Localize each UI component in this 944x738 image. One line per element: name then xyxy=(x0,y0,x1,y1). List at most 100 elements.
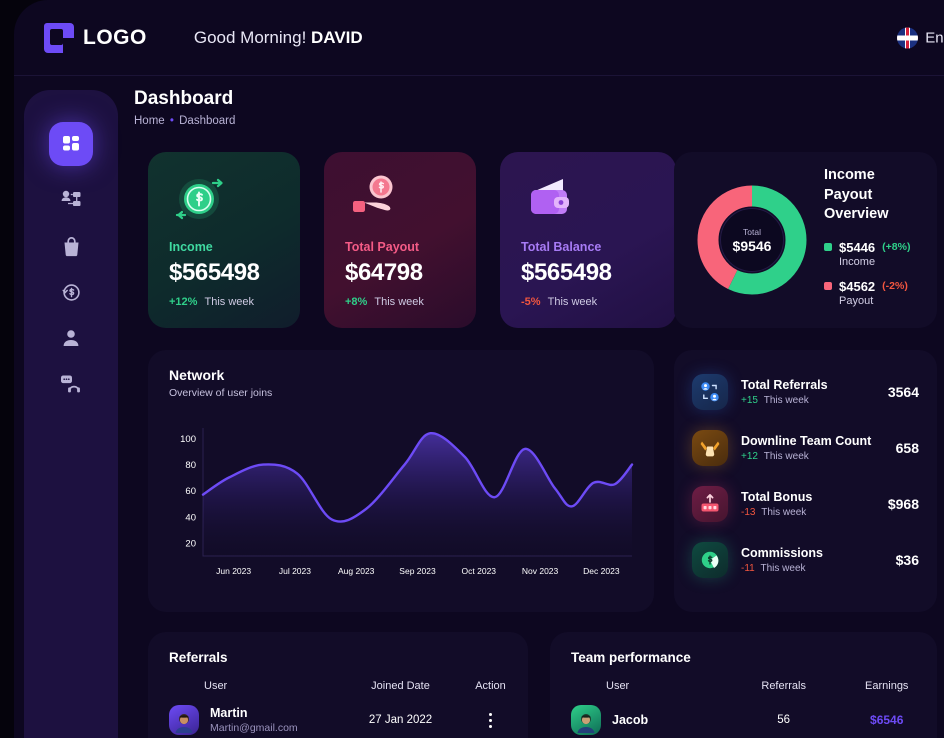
stat-card-value: $565498 xyxy=(521,259,612,286)
shopping-bag-icon xyxy=(61,236,82,257)
greeting: Good Morning! DAVID xyxy=(194,28,363,48)
stat-card-total-balance[interactable]: Total Balance $565498 -5% This week xyxy=(500,152,676,328)
stat-card-period: This week xyxy=(374,296,424,308)
column-header-earnings: Earnings xyxy=(865,680,909,692)
stat-name: Total Bonus xyxy=(741,490,813,504)
stat-card-period: This week xyxy=(547,296,598,308)
donut-total-label: Total xyxy=(743,226,761,237)
key-stats-panel: Total Referrals +15 This week 3564 Downl… xyxy=(674,350,937,612)
stat-delta-value: +12 xyxy=(741,451,758,462)
legend-item-income: $5446 (+8%) Income xyxy=(824,240,919,268)
user-icon xyxy=(61,328,81,348)
network-chart-panel: Network Overview of user joins 20 40 60 80 1… xyxy=(148,350,654,612)
stat-value: 658 xyxy=(895,440,919,456)
stat-card-delta: -5% This week xyxy=(521,296,676,308)
breadcrumb-separator: • xyxy=(169,115,174,127)
table-row[interactable]: Jacob 56 $6546 xyxy=(550,701,937,738)
donut-total-value: $9546 xyxy=(732,237,772,254)
stat-delta-value: +15 xyxy=(741,395,758,406)
breadcrumb-home[interactable]: Home xyxy=(134,115,165,127)
greeting-name: DAVID xyxy=(311,27,363,47)
legend-amount: $5446 xyxy=(839,239,876,255)
income-payout-donut: Total $9546 xyxy=(696,184,808,296)
logo-mark-icon xyxy=(44,22,74,53)
legend-pct: (+8%) xyxy=(882,241,911,254)
table-row[interactable]: Martin Martin@gmail.com 27 Jan 2022 xyxy=(148,701,528,738)
stat-card-value: $64798 xyxy=(345,259,423,286)
cell-referrals: 56 xyxy=(777,714,791,726)
stat-period: This week xyxy=(763,395,809,406)
app-frame: LOGO Good Morning! DAVID Eng xyxy=(14,0,944,738)
income-payout-panel: Total $9546 Income Payout Overview $5446… xyxy=(674,152,937,328)
bonus-card-icon xyxy=(692,486,728,522)
network-title: Network xyxy=(169,367,225,383)
stat-card-delta-pct: +12% xyxy=(169,296,198,308)
svg-text:20: 20 xyxy=(185,538,196,549)
breadcrumb-current: Dashboard xyxy=(179,115,236,127)
sidebar-item-support[interactable] xyxy=(49,362,93,406)
stat-row-downline-team-count[interactable]: Downline Team Count +12 This week 658 xyxy=(692,420,919,476)
page-header: Dashboard Home • Dashboard xyxy=(134,88,944,127)
stat-row-total-referrals[interactable]: Total Referrals +15 This week 3564 xyxy=(692,364,919,420)
donut-legend: $5446 (+8%) Income $4562 (-2%) Payout xyxy=(824,240,919,307)
table-header-row: User Joined Date Action xyxy=(148,665,528,701)
stat-delta-value: -13 xyxy=(741,507,756,518)
network-tree-icon xyxy=(60,189,82,211)
income-payout-details: Income Payout Overview $5446 (+8%) Incom… xyxy=(824,162,919,318)
stat-delta: -11 This week xyxy=(741,563,896,574)
greeting-prefix: Good Morning! xyxy=(193,27,307,47)
stat-card-income[interactable]: Income $565498 +12% This week xyxy=(148,152,300,328)
language-selector[interactable]: Eng xyxy=(897,27,944,48)
svg-text:Sep 2023: Sep 2023 xyxy=(399,566,436,576)
network-subtitle: Overview of user joins xyxy=(169,387,273,399)
legend-item-payout: $4562 (-2%) Payout xyxy=(824,279,919,307)
wallet-icon xyxy=(521,170,676,228)
sidebar-item-dashboard[interactable] xyxy=(49,122,93,166)
column-header-referrals: Referrals xyxy=(761,680,806,692)
stat-card-delta: +12% This week xyxy=(169,296,300,308)
legend-name: Income xyxy=(839,255,876,268)
svg-text:Jun 2023: Jun 2023 xyxy=(216,566,251,576)
sidebar-item-profile[interactable] xyxy=(49,316,93,360)
support-chat-icon xyxy=(60,373,82,395)
app-header: LOGO Good Morning! DAVID Eng xyxy=(14,0,944,76)
legend-color-swatch xyxy=(824,282,832,291)
svg-text:Nov 2023: Nov 2023 xyxy=(522,566,559,576)
network-line-chart: 20 40 60 80 100 Jun 2023 Jul 2023 Aug 2023 Sep 2… xyxy=(169,422,634,592)
column-header-user: User xyxy=(606,680,630,692)
stat-name: Total Referrals xyxy=(741,378,828,392)
avatar xyxy=(571,705,601,735)
logo-text: LOGO xyxy=(83,25,147,49)
sidebar-item-network[interactable] xyxy=(49,178,93,222)
svg-text:Dec 2023: Dec 2023 xyxy=(583,566,620,576)
column-header-action: Action xyxy=(475,680,506,692)
cell-user: Jacob xyxy=(550,701,731,738)
stat-card-delta-pct: -5% xyxy=(521,296,541,308)
language-label: Eng xyxy=(925,29,944,46)
stat-card-period: This week xyxy=(204,296,255,308)
legend-color-swatch xyxy=(824,243,832,252)
breadcrumb: Home • Dashboard xyxy=(134,115,944,127)
logo[interactable]: LOGO xyxy=(44,22,147,53)
stat-row-commissions[interactable]: Commissions -11 This week $36 xyxy=(692,532,919,588)
stat-period: This week xyxy=(761,507,807,518)
svg-text:80: 80 xyxy=(185,460,196,471)
svg-text:Aug 2023: Aug 2023 xyxy=(338,566,375,576)
svg-text:40: 40 xyxy=(185,512,196,523)
user-name: Martin xyxy=(210,706,248,720)
avatar xyxy=(169,705,199,735)
money-circulation-icon xyxy=(169,170,300,228)
stat-card-label: Total Payout xyxy=(345,240,420,254)
page-title: Dashboard xyxy=(134,88,234,109)
svg-text:100: 100 xyxy=(180,434,196,445)
stat-card-total-payout[interactable]: Total Payout $64798 +8% This week xyxy=(324,152,476,328)
stat-delta: -13 This week xyxy=(741,507,888,518)
stat-cards-row: Income $565498 +12% This week Total Payo… xyxy=(148,152,676,328)
stat-name: Commissions xyxy=(741,546,823,560)
stat-delta: +12 This week xyxy=(741,451,896,462)
sidebar-item-transactions[interactable] xyxy=(49,270,93,314)
sidebar-item-shop[interactable] xyxy=(49,224,93,268)
more-options-icon[interactable] xyxy=(453,712,528,728)
stat-row-total-bonus[interactable]: Total Bonus -13 This week $968 xyxy=(692,476,919,532)
stat-card-delta-pct: +8% xyxy=(345,296,368,308)
